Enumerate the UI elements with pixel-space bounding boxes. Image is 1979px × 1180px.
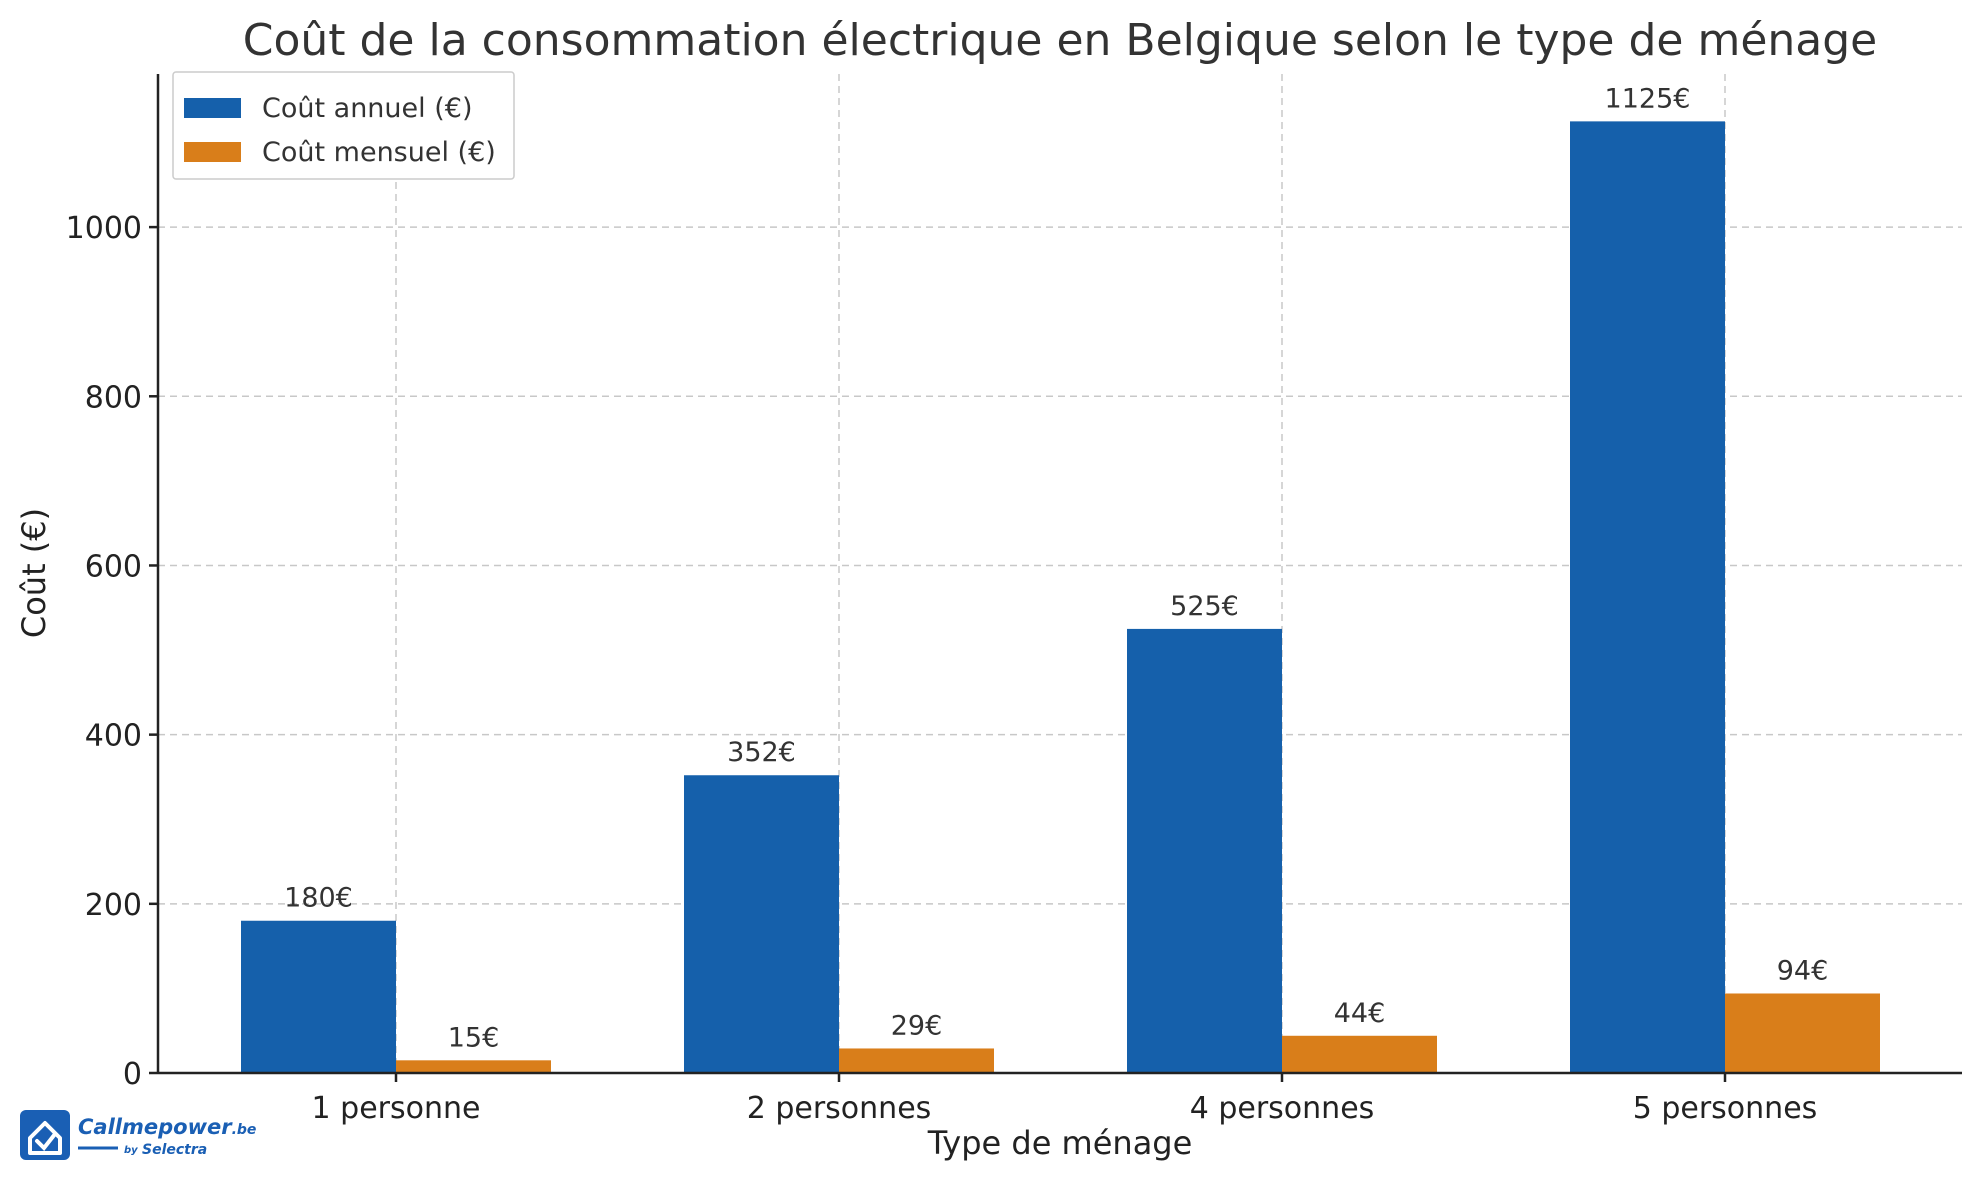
y-axis-label: Coût (€): [15, 508, 53, 638]
logo-by: by: [124, 1145, 138, 1156]
data-label-annual-0: 180€: [284, 883, 353, 914]
data-labels: 180€ 352€ 525€ 1125€ 15€ 29€ 44€ 94€: [284, 83, 1828, 1053]
y-tick-label-3: 600: [85, 549, 142, 584]
x-tick-label-3: 5 personnes: [1633, 1091, 1818, 1126]
logo-tld: .be: [232, 1122, 257, 1138]
y-tick-label-1: 200: [85, 888, 142, 923]
bar-annual-1: [684, 775, 839, 1073]
legend-label-annual: Coût annuel (€): [262, 93, 472, 124]
bar-monthly-1: [839, 1048, 994, 1073]
y-tick-label-4: 800: [85, 380, 142, 415]
data-label-annual-2: 525€: [1170, 591, 1239, 622]
legend-swatch-monthly: [184, 142, 241, 162]
legend-label-monthly: Coût mensuel (€): [262, 137, 496, 168]
chart-title: Coût de la consommation électrique en Be…: [243, 15, 1878, 66]
x-axis-label: Type de ménage: [927, 1124, 1193, 1162]
y-tick-label-2: 400: [85, 719, 142, 754]
y-tick-label-5: 1000: [66, 211, 142, 246]
legend-swatch-annual: [184, 98, 241, 118]
bar-monthly-0: [396, 1060, 551, 1073]
axes: [156, 74, 1962, 1075]
bar-monthly-2: [1282, 1035, 1437, 1073]
logo-name: Callmepower: [78, 1115, 233, 1139]
logo-partner: Selectra: [142, 1142, 207, 1158]
house-check-icon: [20, 1110, 70, 1160]
data-label-monthly-1: 29€: [891, 1010, 943, 1041]
bar-monthly-3: [1725, 993, 1880, 1073]
data-label-monthly-0: 15€: [448, 1022, 500, 1053]
bar-annual-0: [241, 920, 396, 1073]
data-label-annual-3: 1125€: [1605, 83, 1691, 114]
x-tick-label-0: 1 personne: [312, 1091, 481, 1126]
legend-box: [172, 71, 515, 180]
legend: Coût annuel (€) Coût mensuel (€): [172, 71, 515, 180]
bars: [241, 121, 1880, 1074]
callmepower-logo: Callmepower.be by Selectra: [20, 1110, 256, 1160]
data-label-annual-1: 352€: [727, 737, 796, 768]
x-tick-label-2: 4 personnes: [1190, 1091, 1375, 1126]
bar-annual-2: [1127, 628, 1282, 1073]
data-label-monthly-2: 44€: [1334, 998, 1386, 1029]
svg-text:Callmepower.be: Callmepower.be: [78, 1115, 256, 1139]
x-tick-label-1: 2 personnes: [747, 1091, 932, 1126]
data-label-monthly-3: 94€: [1777, 955, 1829, 986]
tick-labels: 0 200 400 600 800 1000 1 personne 2 personnes 4 …: [66, 211, 1818, 1126]
y-tick-label-0: 0: [123, 1057, 142, 1092]
bar-annual-3: [1570, 121, 1725, 1074]
